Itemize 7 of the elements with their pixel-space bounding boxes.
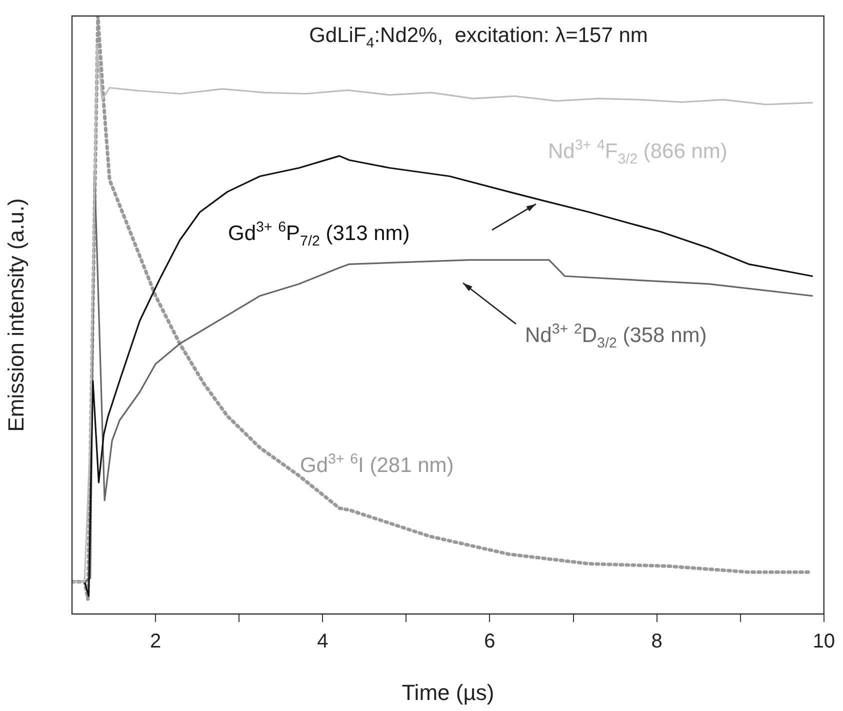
x-tick-label: 10 [812,630,835,653]
x-tick-label: 2 [150,630,162,653]
x-tick-label: 8 [651,630,662,653]
y-axis-title: Emission intensity (a.u.) [3,198,28,432]
x-tick-label: 4 [317,630,328,653]
x-tick-label: 6 [484,630,496,653]
x-axis-title: Time (µs) [402,680,494,705]
